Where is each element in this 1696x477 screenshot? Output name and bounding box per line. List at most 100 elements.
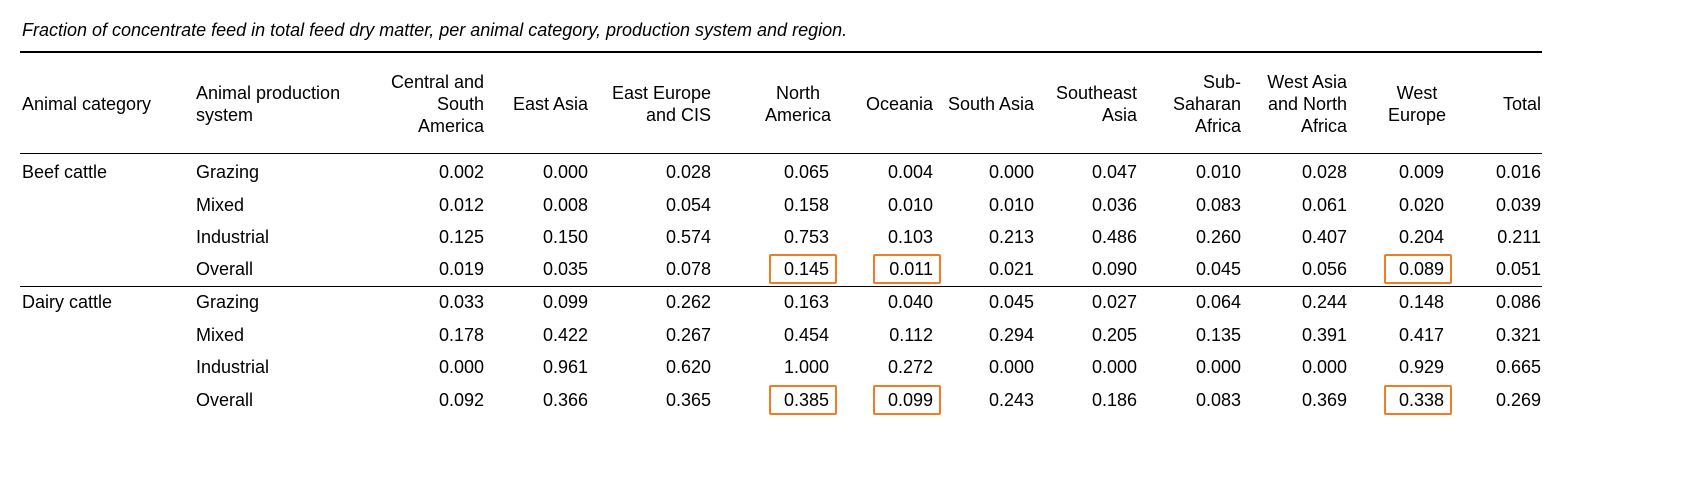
table-cell: 0.010 — [1195, 162, 1241, 182]
system-label: Industrial — [196, 227, 270, 247]
table-cell: 0.099 — [887, 390, 933, 410]
header-line: Oceania — [865, 94, 933, 114]
header-animal-category: Animal category — [22, 94, 152, 114]
table-cell: 0.020 — [1398, 195, 1444, 215]
table-cell: 0.125 — [438, 227, 484, 247]
system-label: Overall — [196, 259, 254, 279]
highlight-box — [1384, 385, 1452, 415]
table-cell: 0.929 — [1398, 357, 1444, 377]
table-cell: 0.086 — [1495, 292, 1541, 312]
header-line: Sub- — [1202, 72, 1241, 92]
table-cell: 0.407 — [1301, 227, 1347, 247]
table-cell: 0.019 — [438, 259, 484, 279]
highlight-box — [769, 385, 837, 415]
header-line: Africa — [1194, 116, 1241, 136]
header-region: Oceania — [793, 93, 933, 115]
group-separator-rule — [20, 286, 1542, 287]
highlight-box — [1384, 254, 1452, 284]
header-region: Central and South America — [344, 71, 484, 137]
table-cell: 0.061 — [1301, 195, 1347, 215]
table-cell: 0.620 — [665, 357, 711, 377]
table-cell: 0.010 — [988, 195, 1034, 215]
table-cell: 0.178 — [438, 325, 484, 345]
system-label: Mixed — [196, 325, 245, 345]
table-cell: 0.574 — [665, 227, 711, 247]
table-cell: 0.065 — [783, 162, 829, 182]
table-cell: 0.056 — [1301, 259, 1347, 279]
table-cell: 0.260 — [1195, 227, 1241, 247]
table-cell: 0.078 — [665, 259, 711, 279]
table-cell: 0.089 — [1398, 259, 1444, 279]
table-cell: 0.083 — [1195, 195, 1241, 215]
header-line: West — [1396, 83, 1438, 103]
table-cell: 0.045 — [988, 292, 1034, 312]
table-cell: 0.148 — [1398, 292, 1444, 312]
header-region: East Asia — [448, 93, 588, 115]
header-line: Animal production — [196, 83, 341, 103]
header-line: Total — [1502, 94, 1541, 114]
category-label: Dairy cattle — [22, 292, 113, 312]
header-line: America — [417, 116, 484, 136]
system-label: Grazing — [196, 292, 260, 312]
header-line: system — [196, 105, 254, 125]
top-rule — [20, 51, 1542, 53]
table-cell: 0.012 — [438, 195, 484, 215]
table-cell: 0.294 — [988, 325, 1034, 345]
table-cell: 0.150 — [542, 227, 588, 247]
table-cell: 0.099 — [542, 292, 588, 312]
table-cell: 0.213 — [988, 227, 1034, 247]
table-cell: 0.090 — [1091, 259, 1137, 279]
table-cell: 0.369 — [1301, 390, 1347, 410]
table-cell: 0.204 — [1398, 227, 1444, 247]
table-cell: 0.753 — [783, 227, 829, 247]
header-line: East Asia — [512, 94, 588, 114]
table-cell: 0.244 — [1301, 292, 1347, 312]
header-rule — [20, 153, 1542, 154]
table-cell: 0.016 — [1495, 162, 1541, 182]
header-region: North America — [753, 82, 843, 126]
table-cell: 0.163 — [783, 292, 829, 312]
table-cell: 1.000 — [783, 357, 829, 377]
table-cell: 0.064 — [1195, 292, 1241, 312]
table-cell: 0.039 — [1495, 195, 1541, 215]
table-cell: 0.083 — [1195, 390, 1241, 410]
table-cell: 0.045 — [1195, 259, 1241, 279]
header-region: South Asia — [894, 93, 1034, 115]
table-cell: 0.103 — [887, 227, 933, 247]
category-label: Beef cattle — [22, 162, 108, 182]
table-cell: 0.665 — [1495, 357, 1541, 377]
table-cell: 0.028 — [1301, 162, 1347, 182]
table-cell: 0.145 — [783, 259, 829, 279]
highlight-box — [769, 254, 837, 284]
table-caption: Fraction of concentrate feed in total fe… — [22, 20, 848, 40]
table-cell: 0.051 — [1495, 259, 1541, 279]
table-cell: 0.961 — [542, 357, 588, 377]
system-label: Industrial — [196, 357, 270, 377]
table-cell: 0.011 — [889, 259, 933, 279]
table-cell: 0.454 — [783, 325, 829, 345]
table-cell: 0.000 — [988, 162, 1034, 182]
header-line: Central and — [390, 72, 484, 92]
table-cell: 0.338 — [1398, 390, 1444, 410]
table-cell: 0.211 — [1497, 227, 1541, 247]
table-cell: 0.385 — [783, 390, 829, 410]
table-cell: 0.054 — [665, 195, 711, 215]
header-region: East Europe and CIS — [571, 82, 711, 126]
table-cell: 0.008 — [542, 195, 588, 215]
header-line: and CIS — [645, 105, 711, 125]
table-cell: 0.092 — [438, 390, 484, 410]
header-line: Europe — [1387, 105, 1447, 125]
table-cell: 0.027 — [1091, 292, 1137, 312]
table-cell: 0.205 — [1091, 325, 1137, 345]
header-region: West Asia and North Africa — [1207, 71, 1347, 137]
table-cell: 0.010 — [887, 195, 933, 215]
table-cell: 0.002 — [438, 162, 484, 182]
header-line: Southeast — [1055, 83, 1137, 103]
table-cell: 0.009 — [1398, 162, 1444, 182]
table-cell: 0.033 — [438, 292, 484, 312]
table-cell: 0.028 — [665, 162, 711, 182]
header-line: North — [775, 83, 820, 103]
header-line: Saharan — [1172, 94, 1241, 114]
table-cell: 0.272 — [887, 357, 933, 377]
table-cell: 0.262 — [665, 292, 711, 312]
